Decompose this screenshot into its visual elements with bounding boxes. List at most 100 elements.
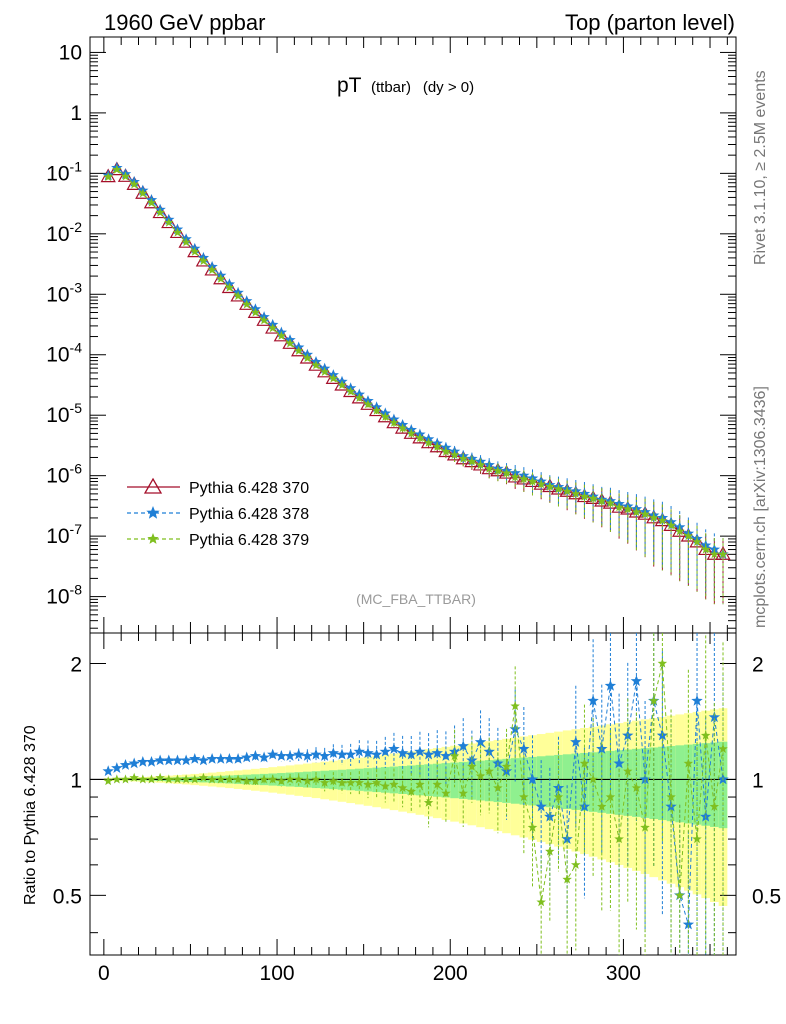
ratio-band-inner [424, 764, 433, 797]
analysis-tag: (MC_FBA_TTBAR) [356, 591, 476, 607]
marker-star [406, 428, 416, 438]
marker-star [571, 488, 581, 498]
marker-star [311, 360, 321, 370]
ratio-marker-star [414, 745, 426, 757]
marker-star [155, 207, 165, 217]
ratio-marker-star [441, 788, 451, 798]
ratio-marker-star [242, 776, 252, 786]
marker-star [198, 256, 209, 266]
ratio-marker-star [544, 810, 556, 822]
ratio-marker-star [605, 792, 616, 802]
ratio-marker-star [613, 757, 625, 769]
ratio-marker-star [268, 774, 278, 784]
ratio-marker-star [423, 797, 434, 807]
marker-star [233, 291, 243, 301]
marker-star [138, 188, 148, 198]
ratio-marker-star [371, 777, 382, 787]
ratio-marker-star [190, 774, 200, 784]
ratio-marker-star [518, 742, 530, 754]
marker-star [172, 227, 183, 237]
ratio-marker-star [198, 772, 209, 782]
ratio-marker-star [579, 758, 590, 768]
y-tick-label: 10-8 [46, 582, 82, 609]
marker-star [718, 549, 728, 559]
series-2 [103, 164, 728, 605]
ratio-marker-star [258, 751, 270, 763]
marker-star [103, 172, 113, 182]
ratio-marker-star [474, 736, 487, 747]
y-tick-label: 10-4 [46, 340, 82, 367]
ratio-marker-star [285, 774, 295, 784]
ratio-marker-star [363, 779, 373, 789]
legend-marker-379 [147, 533, 159, 544]
marker-star [276, 330, 287, 340]
ratio-marker-star [484, 766, 494, 776]
ratio-marker-star [102, 765, 114, 777]
ratio-marker-star [519, 792, 529, 802]
ratio-marker-star [406, 786, 416, 796]
marker-star [605, 498, 616, 508]
marker-star [467, 456, 477, 466]
x-axis: 0 100 200 300 [98, 37, 728, 985]
ratio-marker-star [232, 753, 244, 764]
ratio-marker-star [154, 754, 166, 766]
legend-marker-378 [146, 506, 160, 519]
ratio-marker-star [189, 753, 201, 764]
marker-star [328, 373, 339, 383]
ratio-ylabel: Ratio to Pythia 6.428 370 [22, 725, 39, 905]
ratio-marker-star [467, 761, 477, 771]
ratio-marker-star [146, 774, 157, 784]
ratio-marker-star [630, 675, 643, 686]
ratio-marker-star [197, 754, 210, 766]
ratio-band-inner [623, 749, 633, 816]
legend-label-378: Pythia 6.428 378 [189, 506, 309, 523]
marker-star [423, 437, 434, 447]
y-tick-label: 10-2 [46, 219, 82, 246]
y-tick-label: 10-3 [46, 279, 82, 306]
ratio-marker-star [501, 761, 512, 771]
ratio-marker-star [120, 774, 131, 784]
marker-star [614, 502, 624, 512]
marker-star [441, 446, 451, 456]
ratio-marker-star [119, 759, 132, 770]
ratio-marker-star [379, 745, 391, 757]
ratio-marker-star [588, 774, 598, 784]
ratio-marker-star [112, 774, 122, 784]
ratio-y-tick-label-right: 2 [752, 653, 764, 676]
ratio-band-inner [614, 750, 624, 815]
ratio-marker-star [700, 730, 711, 740]
marker-star [129, 179, 139, 189]
ratio-marker-star [128, 757, 140, 769]
ratio-marker-star [249, 750, 262, 761]
main-axes: 10 1 10-1 10-2 10-3 10-4 10-5 10-6 10-7 10-8 [46, 41, 736, 629]
ratio-marker-star [241, 751, 253, 763]
ratio-marker-star [415, 779, 425, 789]
ratio-marker-star [682, 918, 695, 930]
ratio-marker-star [691, 694, 703, 706]
ratio-marker-star [657, 658, 668, 668]
ratio-marker-star [319, 750, 331, 761]
legend-marker-370 [143, 477, 163, 494]
ratio-marker-star [327, 747, 339, 758]
marker-star [562, 486, 572, 496]
ratio-series-1 [103, 633, 728, 955]
marker-star [164, 217, 174, 227]
marker-star [302, 353, 313, 363]
marker-star [475, 460, 486, 470]
ratio-marker-star [405, 748, 417, 760]
ratio-marker-star [284, 750, 296, 761]
marker-star [657, 515, 668, 525]
ratio-marker-star [163, 754, 175, 766]
marker-star [293, 345, 304, 355]
ratio-marker-star [319, 777, 330, 787]
marker-star [337, 380, 347, 390]
marker-star [536, 479, 546, 489]
ratio-marker-star [137, 756, 149, 767]
main-panel: 10 1 10-1 10-2 10-3 10-4 10-5 10-6 10-7 10-8 pT (… [46, 36, 737, 634]
marker-star [432, 441, 442, 451]
marker-star [553, 484, 564, 494]
ratio-marker-star [293, 748, 305, 760]
ratio-marker-star [206, 753, 218, 764]
ratio-marker-star [675, 890, 685, 900]
marker-star [216, 273, 226, 283]
